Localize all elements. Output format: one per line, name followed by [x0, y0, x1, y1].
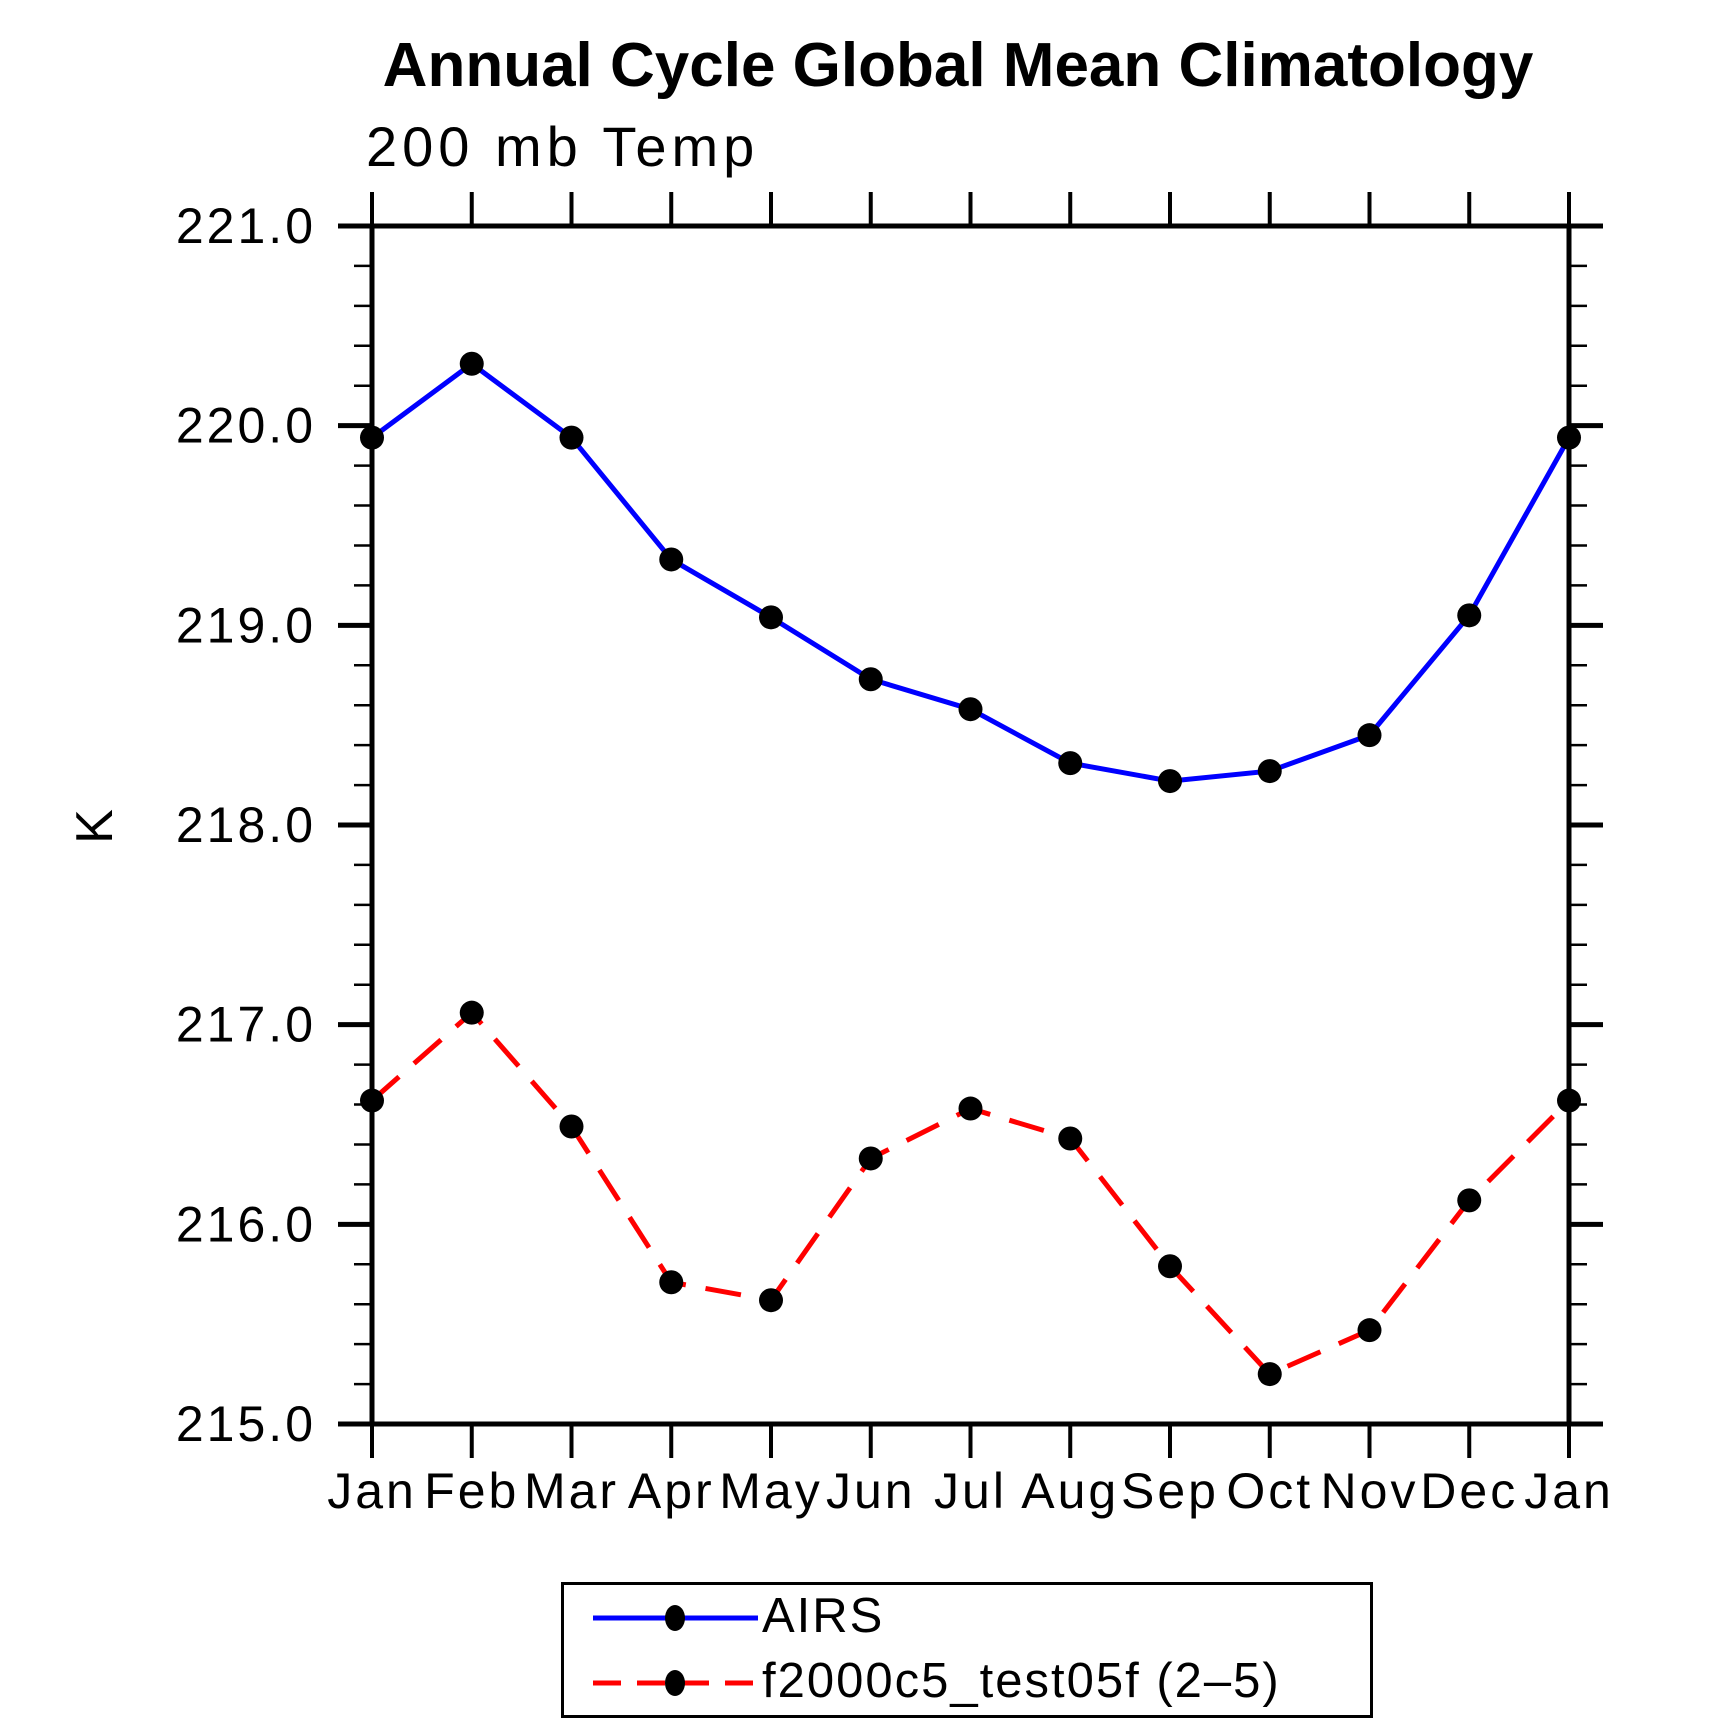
- x-tick-label: Jan: [1524, 1463, 1614, 1519]
- data-point-marker: [1158, 1254, 1182, 1279]
- series-line-f2000c5: [370, 1009, 1571, 1378]
- x-tick-label: Dec: [1420, 1463, 1518, 1519]
- legend-label-f2000c5: f2000c5_test05f (2–5): [762, 1653, 1281, 1708]
- data-point-marker: [1158, 769, 1182, 794]
- data-point-marker: [1357, 1318, 1382, 1343]
- data-point-marker: [1457, 1188, 1482, 1213]
- legend-marker-dot: [665, 1604, 685, 1631]
- legend-marker-dot: [665, 1669, 685, 1696]
- data-point-marker: [858, 1146, 883, 1171]
- data-point-marker: [958, 1096, 983, 1121]
- plot-frame: [369, 223, 1572, 1427]
- data-point-marker: [559, 425, 584, 450]
- legend-label-airs: AIRS: [762, 1588, 885, 1643]
- legend-line-sample-airs: [593, 1604, 758, 1631]
- y-tick-label: 219.0: [176, 597, 316, 653]
- y-tick-label: 221.0: [176, 198, 316, 254]
- chart-subtitle: 200 mb Temp: [366, 115, 759, 178]
- x-tick-label: Jul: [934, 1463, 1007, 1519]
- legend-line-sample-f2000c5: [593, 1669, 758, 1696]
- data-point-marker: [1257, 759, 1282, 784]
- y-tick-label: 217.0: [176, 997, 316, 1053]
- y-tick-label: 218.0: [176, 797, 316, 853]
- data-point-marker: [759, 1288, 783, 1313]
- legend: AIRS f2000c5_test05f (2–5): [561, 1582, 1373, 1718]
- x-tick-label: Aug: [1021, 1463, 1119, 1519]
- y-tick-label: 220.0: [176, 398, 316, 454]
- x-tick-label: Jan: [327, 1463, 417, 1519]
- data-point-marker: [1257, 1362, 1282, 1387]
- x-tick-label: Mar: [524, 1463, 619, 1519]
- x-tick-label: Sep: [1121, 1463, 1219, 1519]
- x-tick-label: Nov: [1321, 1463, 1419, 1519]
- data-point-marker: [1557, 1088, 1581, 1113]
- data-point-marker: [759, 605, 783, 630]
- data-point-marker: [1457, 603, 1482, 628]
- data-point-marker: [360, 1088, 384, 1113]
- data-point-marker: [1357, 723, 1382, 748]
- y-tick-label: 215.0: [176, 1396, 316, 1452]
- data-point-marker: [958, 697, 983, 722]
- legend-item-airs: AIRS: [590, 1588, 1370, 1646]
- page-title: Annual Cycle Global Mean Climatology: [383, 31, 1534, 100]
- data-point-marker: [559, 1114, 584, 1139]
- data-point-marker: [459, 1000, 484, 1025]
- x-tick-label: May: [719, 1463, 822, 1519]
- x-tick-label: Apr: [628, 1463, 715, 1519]
- data-point-marker: [659, 547, 684, 572]
- data-point-marker: [1557, 425, 1581, 450]
- y-axis-title: K: [66, 806, 124, 844]
- x-tick-label: Jun: [826, 1463, 916, 1519]
- legend-item-f2000c5: f2000c5_test05f (2–5): [590, 1653, 1370, 1711]
- data-point-marker: [1058, 1126, 1083, 1151]
- x-tick-label: Feb: [424, 1463, 519, 1519]
- data-point-marker: [858, 667, 883, 692]
- data-point-marker: [1058, 751, 1083, 776]
- data-point-marker: [459, 351, 484, 376]
- x-tick-label: Oct: [1226, 1463, 1313, 1519]
- data-point-marker: [659, 1270, 684, 1295]
- y-tick-label: 216.0: [176, 1196, 316, 1252]
- data-point-marker: [360, 425, 384, 450]
